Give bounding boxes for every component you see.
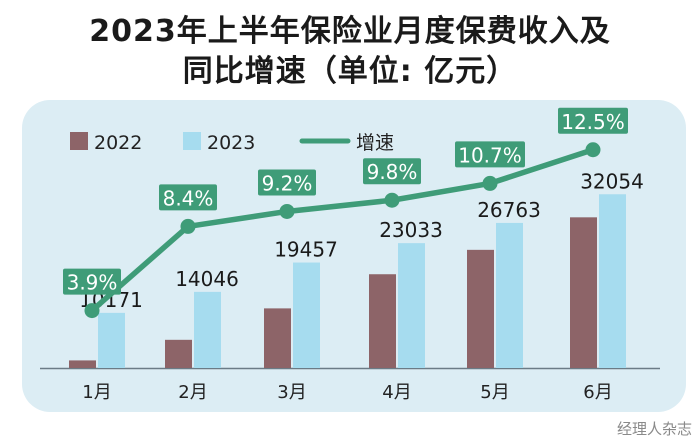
bar-value-label: 19457 <box>274 238 338 262</box>
growth-label-box <box>455 141 525 168</box>
x-tick-label: 2月 <box>178 382 207 403</box>
growth-label: 12.5% <box>561 110 625 134</box>
growth-label-box <box>63 268 121 295</box>
bar-2023 <box>98 312 125 368</box>
growth-point <box>180 218 196 234</box>
x-tick-label: 1月 <box>82 382 111 403</box>
legend-label-growth: 增速 <box>356 132 394 154</box>
growth-line <box>89 147 596 314</box>
bar-2022 <box>69 360 96 368</box>
x-tick-label: 4月 <box>382 382 411 403</box>
growth-point <box>279 203 295 219</box>
growth-label: 9.8% <box>367 160 418 184</box>
bar-2023 <box>293 262 320 368</box>
growth-label-box <box>159 184 217 211</box>
bar-value-label: 23033 <box>379 218 443 242</box>
x-tick-label: 6月 <box>583 382 612 403</box>
growth-point <box>384 192 400 208</box>
bar-2022 <box>264 308 291 368</box>
legend-label-2023: 2023 <box>207 132 255 154</box>
chart-title-line1: 2023年上半年保险业月度保费收入及 <box>89 14 611 49</box>
bar-2023 <box>194 291 221 368</box>
bar-value-label: 26763 <box>477 198 541 222</box>
bar-2022 <box>165 339 192 368</box>
bar-2023 <box>398 243 425 368</box>
bar-2022 <box>467 249 494 368</box>
growth-label-box <box>363 158 421 185</box>
growth-label: 3.9% <box>67 271 118 295</box>
growth-point <box>585 142 601 158</box>
bar-value-label: 14046 <box>175 267 239 291</box>
bar-2023 <box>599 194 626 368</box>
growth-label: 8.4% <box>163 186 214 210</box>
legend-swatch-2022 <box>70 132 88 150</box>
growth-point <box>84 303 100 319</box>
bar-2023 <box>496 222 523 368</box>
growth-label-box <box>258 169 316 196</box>
growth-label: 9.2% <box>262 171 313 195</box>
bar-2022 <box>369 274 396 368</box>
growth-point <box>482 175 498 191</box>
bar-value-label: 32054 <box>580 169 644 193</box>
chart-title-line2: 同比增速（单位: 亿元） <box>182 54 518 89</box>
growth-label-box <box>558 107 628 134</box>
growth-label: 10.7% <box>458 143 522 167</box>
legend-label-2022: 2022 <box>94 132 142 154</box>
x-tick-label: 5月 <box>480 382 509 403</box>
bar-2022 <box>570 217 597 368</box>
watermark: 经理人杂志 <box>616 420 692 438</box>
legend: 2022 2023 增速 <box>70 132 394 154</box>
legend-swatch-2023 <box>183 132 201 150</box>
x-tick-label: 3月 <box>277 382 306 403</box>
